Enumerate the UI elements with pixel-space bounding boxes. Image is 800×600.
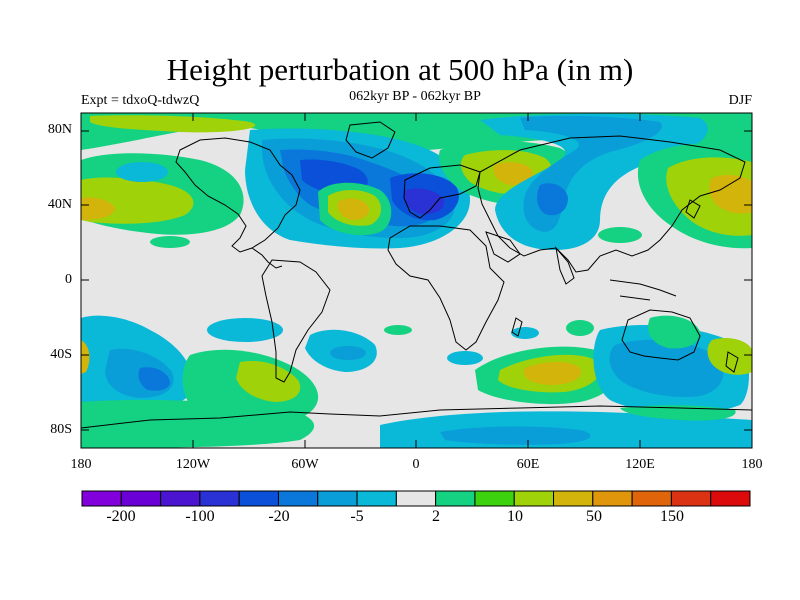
colorbar-swatch: [710, 490, 751, 507]
season-label: DJF: [728, 93, 752, 108]
experiment-label: Expt = tdxoQ-tdwzQ: [81, 93, 200, 108]
lat-label-equator: 0: [65, 272, 72, 287]
chart-title: Height perturbation at 500 hPa (in m): [166, 52, 634, 87]
colorbar-swatch: [553, 490, 594, 507]
coast-greenland: [345, 121, 396, 159]
colorbar-label: 2: [432, 508, 440, 525]
contour-nw-pacific-low: [116, 162, 168, 182]
contour-south-atlantic-cyan-2: [447, 351, 483, 365]
coast-new-zealand: [725, 351, 739, 373]
lon-label-120w: 120W: [175, 457, 211, 472]
lon-label-60e: 60E: [516, 457, 540, 472]
contour-npac-yellow: [81, 197, 115, 220]
contour-south-atlantic-blue: [330, 346, 366, 360]
contour-europe-core: [404, 188, 445, 215]
coast-india: [555, 246, 575, 285]
contour-andes-cyan: [207, 318, 283, 342]
colorbar-swatch: [435, 490, 476, 507]
colorbar-label: 150: [660, 508, 684, 525]
contour-tasman-lightgreen: [707, 338, 752, 375]
coast-arabia: [485, 231, 521, 263]
colorbar-swatch: [513, 490, 555, 507]
period-label: 062kyr BP - 062kyr BP: [349, 89, 481, 104]
lon-ticks: [80, 113, 753, 448]
coastlines: [81, 121, 752, 429]
contour-tropics-green-1: [150, 236, 190, 248]
coast-south-america: [261, 259, 331, 383]
colorbar-swatch: [474, 490, 515, 507]
contour-sw-yellow: [81, 340, 90, 374]
contour-se-pacific-lightgreen: [236, 360, 301, 402]
colorbar-label: 50: [586, 508, 602, 525]
height-field: [81, 113, 752, 448]
coast-madagascar: [511, 317, 523, 337]
contour-antarctic-blue: [440, 426, 591, 445]
lat-label-80s: 80S: [50, 422, 72, 437]
colorbar-label: -20: [268, 508, 290, 525]
colorbar-label: 10: [507, 508, 523, 525]
colorbar-swatch: [670, 490, 712, 507]
contour-wpac-yellow: [709, 175, 752, 214]
lat-label-40n: 40N: [47, 197, 72, 212]
coast-central-america: [251, 247, 283, 269]
contour-sio-yellow: [523, 362, 581, 385]
contour-spac-core: [138, 367, 170, 391]
colorbar-swatch: [238, 490, 279, 507]
coast-japan: [685, 199, 701, 219]
lat-label-80n: 80N: [47, 122, 72, 137]
lon-label-180e: 180: [741, 457, 763, 472]
contour-tropics-green-4: [566, 320, 594, 336]
colorbar-swatch: [277, 490, 319, 507]
lon-label-0: 0: [412, 457, 420, 472]
contour-tasman-green: [648, 315, 700, 349]
lon-label-120e: 120E: [625, 457, 655, 472]
coast-antarctica: [81, 405, 752, 429]
colorbar-swatch: [160, 490, 201, 507]
colorbar-label: -200: [106, 508, 136, 525]
colorbar-label: -5: [350, 508, 364, 525]
coast-africa: [387, 225, 505, 351]
coast-north-america: [175, 137, 301, 253]
colorbar-swatch: [317, 490, 358, 507]
lat-label-40s: 40S: [50, 347, 72, 362]
contour-tropics-green-2: [598, 227, 642, 243]
lat-ticks: [81, 130, 752, 431]
coast-europe: [403, 164, 481, 219]
coast-australia: [621, 309, 701, 361]
lon-label-180w: 180: [70, 457, 92, 472]
contour-arctic-lightgreen: [90, 115, 256, 133]
contour-siberia-yellow: [493, 162, 533, 186]
contour-indian-blue: [511, 327, 539, 339]
colorbar-label: -100: [185, 508, 215, 525]
colorbar-swatch: [631, 490, 672, 507]
contour-antarctic-green: [81, 399, 315, 448]
colorbar: [81, 490, 751, 507]
coast-asia: [477, 135, 746, 273]
colorbar-swatch: [199, 490, 240, 507]
colorbar-swatch: [356, 490, 397, 507]
contour-tropics-green-3: [384, 325, 412, 335]
colorbar-swatch: [592, 490, 633, 507]
contour-asia-core: [537, 183, 568, 216]
colorbar-swatch: [81, 490, 122, 507]
colorbar-swatch: [395, 490, 437, 507]
lon-label-60w: 60W: [291, 457, 319, 472]
coast-maritime: [609, 279, 677, 301]
contour-atlantic-yellow: [337, 198, 370, 220]
colorbar-swatch: [120, 490, 162, 507]
